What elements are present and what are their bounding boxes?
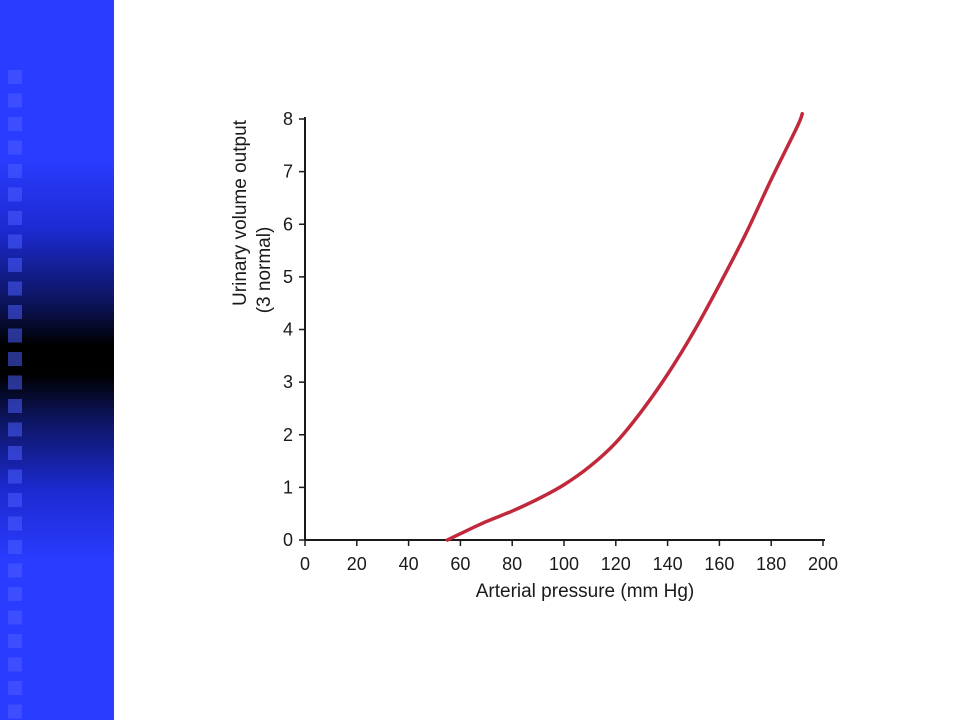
x-tick-label: 200 <box>808 554 838 574</box>
band-square <box>8 657 22 672</box>
y-tick-label: 8 <box>283 109 293 129</box>
x-tick-label: 80 <box>502 554 522 574</box>
band-square <box>8 540 22 554</box>
band-square <box>8 587 22 601</box>
band-square <box>8 93 22 108</box>
band-square <box>8 258 22 272</box>
series-line <box>445 111 805 542</box>
y-tick-label: 6 <box>283 214 293 234</box>
chart-axes <box>304 117 825 541</box>
band-square <box>8 234 22 249</box>
band-square <box>8 446 22 460</box>
band-square <box>8 563 22 578</box>
band-square <box>8 281 22 296</box>
y-tick-label: 3 <box>283 372 293 392</box>
chart-series <box>445 111 805 542</box>
y-axis-title-line1: Urinary volume output <box>230 119 251 306</box>
y-tick-label: 7 <box>283 162 293 182</box>
band-square <box>8 681 22 695</box>
y-tick-label: 0 <box>283 530 293 550</box>
band-square <box>8 469 22 484</box>
y-tick-label: 4 <box>283 320 293 340</box>
x-tick-label: 40 <box>399 554 419 574</box>
band-square <box>8 305 22 319</box>
band-square <box>8 187 22 202</box>
band-square <box>8 352 22 366</box>
band-square <box>8 516 22 531</box>
band-square <box>8 328 22 343</box>
band-square <box>8 117 22 131</box>
y-tick-label: 1 <box>283 477 293 497</box>
band-square <box>8 399 22 413</box>
band-square <box>8 493 22 507</box>
x-tick-label: 120 <box>601 554 631 574</box>
x-tick-label: 60 <box>450 554 470 574</box>
y-axis-title-line2: (3 normal) <box>254 227 275 314</box>
x-axis-title: Arterial pressure (mm Hg) <box>476 581 695 602</box>
chart-ticks: 0 20 40 60 80 100 120 140 160 180 200 0 1 2 3 4 5 6 7 8 <box>283 109 838 574</box>
y-tick-label: 2 <box>283 425 293 445</box>
x-tick-label: 100 <box>549 554 579 574</box>
band-decoration <box>8 70 22 719</box>
band-square <box>8 634 22 648</box>
band-square <box>8 610 22 625</box>
x-tick-label: 160 <box>704 554 734 574</box>
band-square <box>8 164 22 178</box>
x-tick-label: 140 <box>653 554 683 574</box>
band-square <box>8 211 22 225</box>
band-square <box>8 375 22 390</box>
x-tick-label: 20 <box>347 554 367 574</box>
band-square <box>8 704 22 719</box>
x-tick-label: 180 <box>756 554 786 574</box>
y-tick-label: 5 <box>283 267 293 287</box>
band-square <box>8 70 22 84</box>
band-square <box>8 422 22 437</box>
x-tick-label: 0 <box>300 554 310 574</box>
band-square <box>8 140 22 155</box>
